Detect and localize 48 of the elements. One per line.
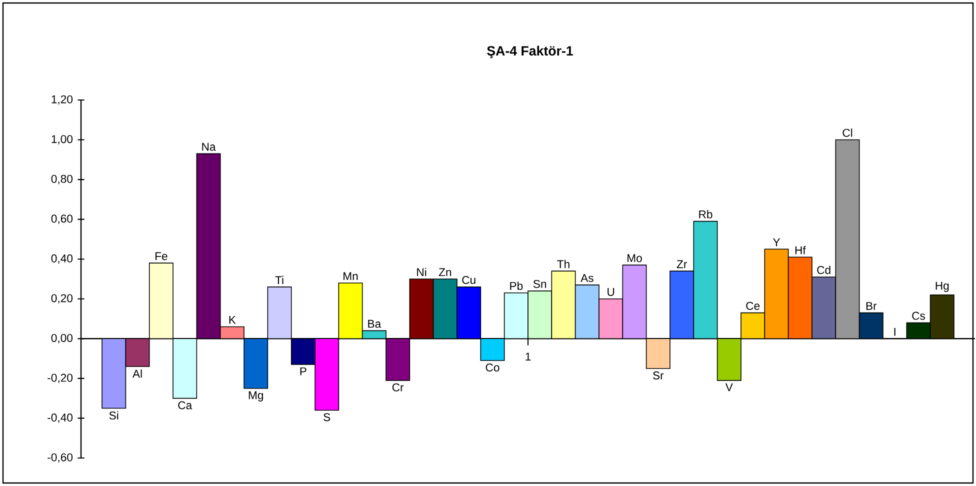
series-label: K bbox=[229, 316, 236, 324]
y-tick-label: 0,00 bbox=[51, 334, 73, 344]
series-label: S bbox=[324, 413, 330, 422]
series-label: Sn bbox=[533, 280, 546, 288]
series-label: Ce bbox=[746, 302, 760, 310]
y-tick-label: 1,20 bbox=[52, 95, 73, 105]
series-label: V bbox=[725, 383, 733, 392]
chart-title: ŞA-4 Faktör-1 bbox=[487, 46, 573, 58]
series-label: Ni bbox=[417, 268, 426, 276]
series-label: Cr bbox=[392, 383, 404, 392]
series-label: Hg bbox=[936, 282, 949, 292]
series-label: Mo bbox=[628, 254, 642, 262]
series-label: Si bbox=[109, 411, 118, 420]
text: I bbox=[894, 328, 896, 336]
series-label: Ti bbox=[275, 276, 284, 284]
y-tick-label: 0,20 bbox=[51, 294, 73, 304]
series-label: Cl bbox=[842, 128, 852, 137]
series-label: P bbox=[300, 367, 306, 376]
y-tick-label: 1,00 bbox=[52, 135, 73, 144]
series-label: Sr bbox=[653, 371, 664, 380]
y-tick-label: 0,80 bbox=[51, 174, 73, 184]
series-label: Y bbox=[772, 238, 780, 246]
y-tick-label: -0,60 bbox=[48, 453, 73, 463]
series-label: Al bbox=[132, 369, 142, 378]
y-tick-label: 0,40 bbox=[51, 254, 73, 264]
series-label: Zn bbox=[438, 268, 452, 276]
series-label: Cd bbox=[817, 266, 830, 274]
y-tick-label: -0,40 bbox=[48, 414, 73, 423]
series-label: Zr bbox=[676, 260, 687, 268]
x-tick-label: 1 bbox=[526, 352, 531, 360]
series-label: Co bbox=[486, 363, 500, 372]
series-label: Rb bbox=[699, 210, 712, 218]
y-tick-label: -0,20 bbox=[48, 374, 73, 384]
series-label: Fe bbox=[155, 252, 168, 260]
y-tick-label: 0,60 bbox=[51, 214, 73, 224]
series-label: U bbox=[608, 288, 614, 296]
series-label: As bbox=[580, 274, 594, 282]
series-label: Th bbox=[557, 260, 570, 268]
series-label: Na bbox=[202, 142, 216, 151]
series-label: Pb bbox=[510, 282, 523, 290]
series-label: Hf bbox=[795, 246, 806, 254]
series-label: Mn bbox=[344, 272, 358, 280]
series-label: Br bbox=[866, 302, 877, 310]
series-label: Cs bbox=[912, 312, 925, 320]
series-label: Mg bbox=[248, 391, 263, 402]
series-label: Cu bbox=[462, 276, 476, 284]
series-label: Ba bbox=[368, 320, 382, 328]
series-label: Ca bbox=[178, 401, 192, 410]
